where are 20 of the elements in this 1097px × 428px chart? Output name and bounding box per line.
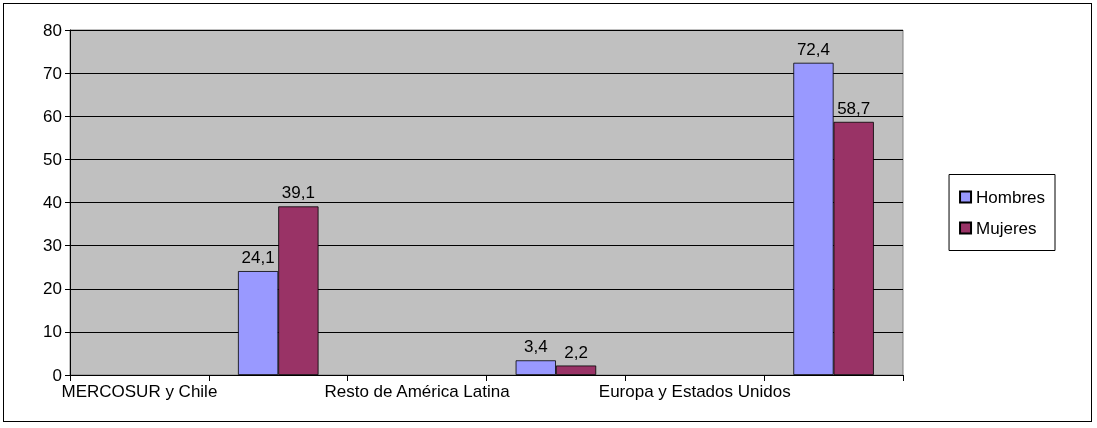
legend-label: Hombres: [976, 187, 1046, 207]
data-label: 58,7: [837, 98, 871, 118]
y-tick-label: 50: [43, 149, 62, 169]
x-tick-label: Europa y Estados Unidos: [598, 382, 791, 401]
x-tick-label: Resto de América Latina: [324, 382, 511, 401]
data-label: 24,1: [241, 248, 275, 268]
data-label: 2,2: [564, 342, 588, 362]
y-tick-label: 40: [43, 193, 62, 212]
y-tick-label: 0: [52, 365, 62, 385]
data-label: 39,1: [281, 183, 315, 203]
y-tick-label: 60: [43, 106, 62, 126]
y-tick-label: 30: [43, 236, 62, 256]
y-tick-label: 70: [43, 63, 62, 83]
y-tick-label: 80: [43, 20, 62, 40]
data-label: 72,4: [796, 39, 830, 59]
legend-label: Mujeres: [976, 218, 1037, 238]
x-tick-label: MERCOSUR y Chile: [61, 382, 218, 401]
y-tick-label: 10: [43, 322, 62, 342]
y-tick-label: 20: [43, 279, 62, 299]
data-label: 3,4: [523, 337, 548, 357]
